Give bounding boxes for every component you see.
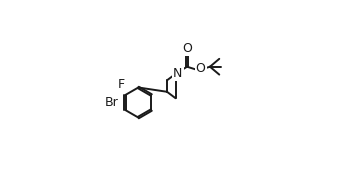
Text: F: F	[118, 78, 125, 91]
Text: N: N	[173, 67, 183, 80]
Text: O: O	[182, 42, 192, 55]
Text: Br: Br	[104, 96, 118, 109]
Text: O: O	[196, 62, 206, 75]
